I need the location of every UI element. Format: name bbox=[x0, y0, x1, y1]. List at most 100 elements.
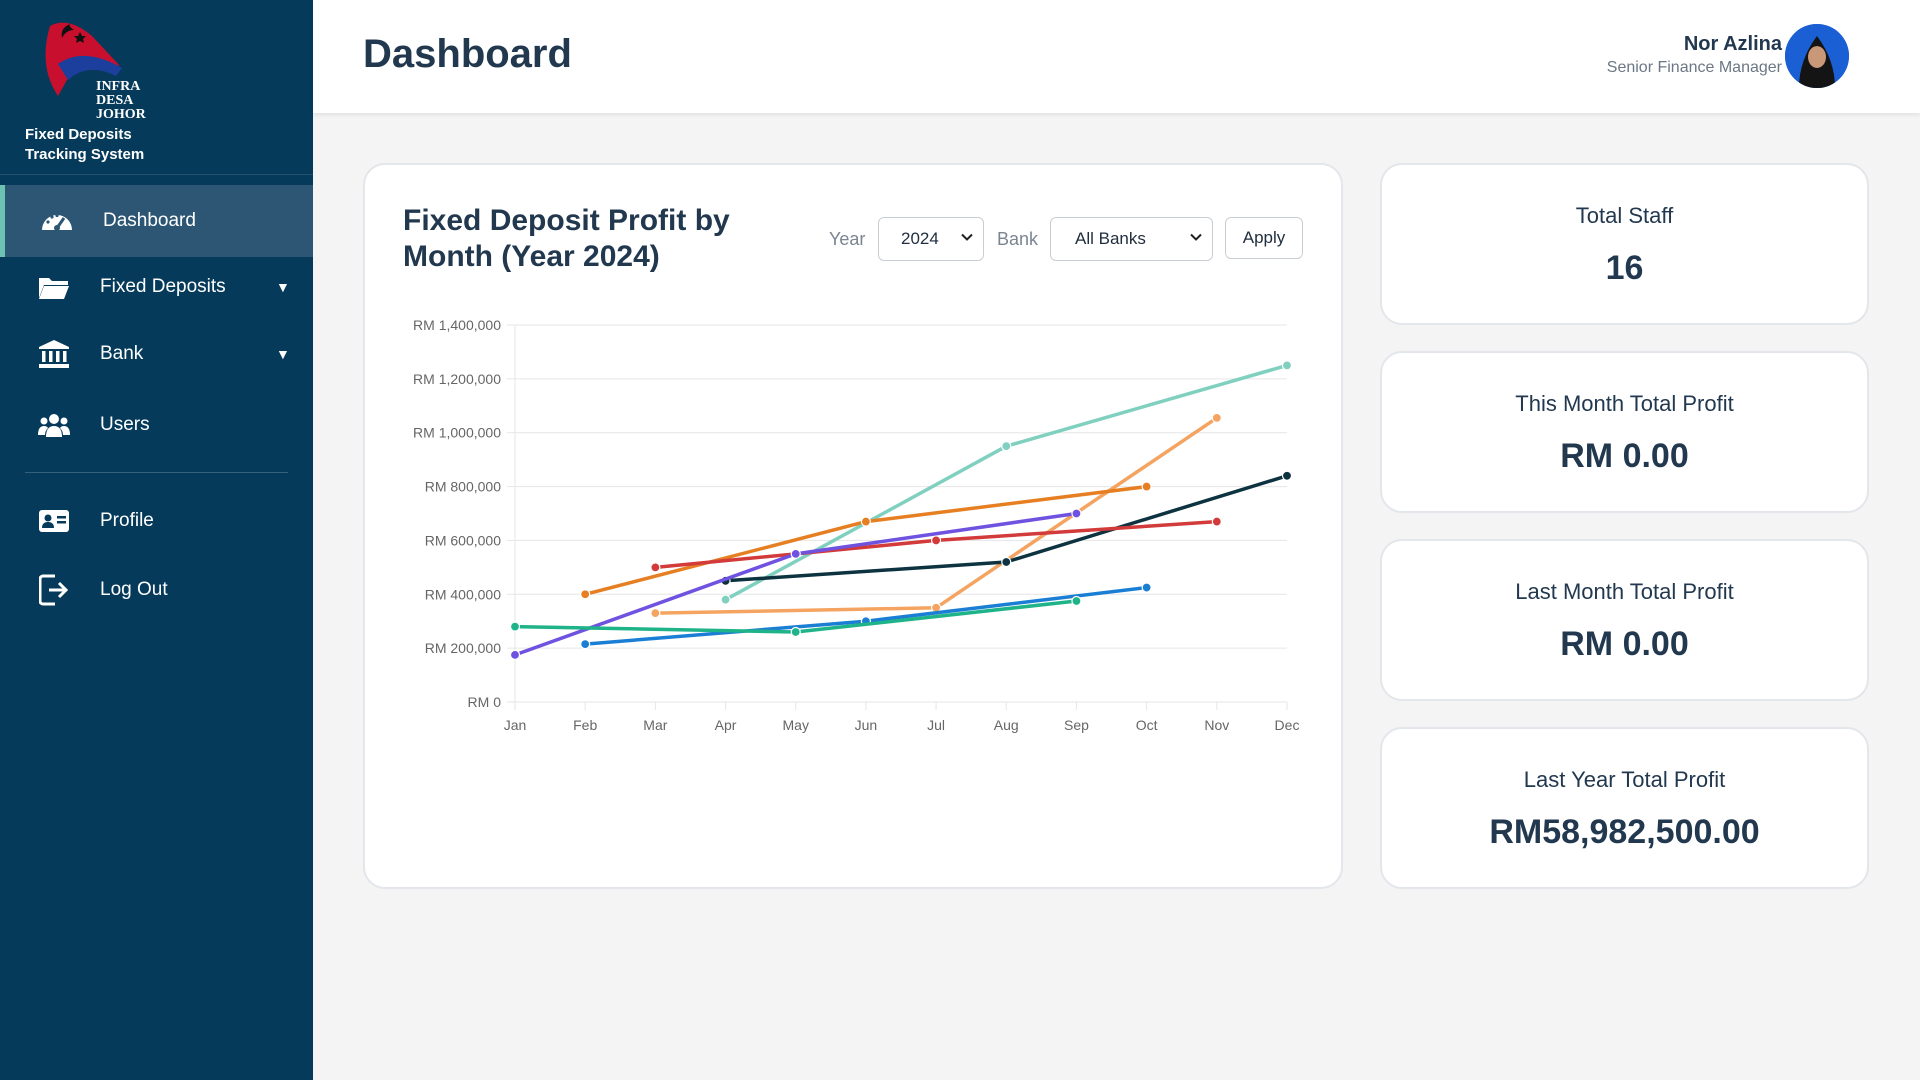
stat-label: Last Month Total Profit bbox=[1515, 579, 1734, 604]
sidebar-item-label: Fixed Deposits bbox=[100, 276, 226, 297]
sidebar-item-label: Profile bbox=[100, 510, 154, 531]
data-point bbox=[790, 626, 801, 638]
stat-card-last-month-profit: Last Month Total Profit RM 0.00 bbox=[1380, 539, 1869, 701]
series-line-2 bbox=[655, 416, 1218, 615]
stat-label: Last Year Total Profit bbox=[1523, 767, 1726, 792]
data-point bbox=[509, 621, 521, 632]
x-tick-label: Aug bbox=[994, 717, 1019, 733]
x-tick-label: Mar bbox=[643, 717, 667, 733]
sidebar-item-label: Users bbox=[100, 414, 150, 435]
profit-chart-card: Fixed Deposit Profit by Month (Year 2024… bbox=[363, 163, 1343, 889]
logo-text-line2: JOHOR bbox=[96, 107, 146, 122]
apply-button[interactable]: Apply bbox=[1225, 217, 1303, 259]
x-tick-label: Nov bbox=[1204, 717, 1229, 733]
sidebar-item-dashboard[interactable]: Dashboard bbox=[0, 185, 313, 257]
chevron-down-icon[interactable]: ▼ bbox=[276, 346, 290, 362]
sidebar-item-users[interactable]: Users bbox=[0, 389, 313, 461]
sidebar-divider bbox=[25, 472, 288, 473]
stat-value: RM 0.00 bbox=[1560, 625, 1689, 663]
y-tick-label: RM 1,000,000 bbox=[413, 425, 501, 441]
data-point bbox=[1001, 441, 1012, 452]
data-point bbox=[930, 535, 942, 546]
speedometer-icon bbox=[40, 206, 74, 236]
data-point bbox=[650, 562, 661, 573]
data-point bbox=[790, 548, 801, 559]
data-point bbox=[580, 589, 591, 600]
sidebar-item-logout[interactable]: Log Out bbox=[0, 554, 313, 626]
x-tick-label: Dec bbox=[1275, 717, 1300, 733]
sidebar-item-fixed-deposits[interactable]: Fixed Deposits ▼ bbox=[0, 251, 313, 323]
logo-text-line1: INFRA DESA bbox=[96, 79, 140, 108]
system-title-line2: Tracking System bbox=[25, 146, 145, 163]
stat-card-total-staff: Total Staff 16 bbox=[1380, 163, 1869, 325]
chart-title: Fixed Deposit Profit by Month (Year 2024… bbox=[403, 204, 730, 273]
y-tick-label: RM 1,200,000 bbox=[413, 371, 501, 387]
system-title-line1: Fixed Deposits bbox=[25, 126, 132, 143]
bank-select[interactable]: All Banks bbox=[1050, 217, 1213, 261]
page-title: Dashboard bbox=[363, 32, 572, 76]
data-point bbox=[860, 516, 872, 527]
stat-card-last-year-profit: Last Year Total Profit RM58,982,500.00 bbox=[1380, 727, 1869, 889]
sidebar: INFRA DESA JOHOR Fixed Deposits Tracking… bbox=[0, 0, 313, 1080]
stat-value: RM 0.00 bbox=[1560, 437, 1689, 475]
chevron-down-icon bbox=[1190, 233, 1202, 241]
x-tick-label: Apr bbox=[715, 717, 737, 733]
data-point bbox=[1071, 508, 1082, 519]
x-tick-label: Jul bbox=[927, 717, 945, 733]
y-tick-label: RM 0 bbox=[468, 694, 502, 710]
users-icon bbox=[37, 410, 71, 440]
stat-label: This Month Total Profit bbox=[1515, 391, 1734, 416]
x-tick-label: Jan bbox=[504, 717, 527, 733]
stat-value: RM58,982,500.00 bbox=[1489, 813, 1760, 851]
bank-select-value: All Banks bbox=[1075, 229, 1146, 248]
data-point bbox=[1071, 595, 1082, 607]
y-tick-label: RM 200,000 bbox=[425, 640, 501, 656]
sidebar-item-label: Log Out bbox=[100, 579, 168, 600]
logout-icon bbox=[37, 574, 71, 606]
x-tick-label: Feb bbox=[573, 717, 597, 733]
y-tick-label: RM 400,000 bbox=[425, 586, 501, 602]
data-point bbox=[1211, 412, 1222, 424]
sidebar-item-profile[interactable]: Profile bbox=[0, 485, 313, 557]
stat-card-this-month-profit: This Month Total Profit RM 0.00 bbox=[1380, 351, 1869, 513]
y-tick-label: RM 800,000 bbox=[425, 479, 501, 495]
bank-icon bbox=[37, 339, 71, 369]
user-role: Senior Finance Manager bbox=[1606, 59, 1782, 76]
data-point bbox=[1001, 556, 1012, 568]
data-point bbox=[650, 608, 661, 619]
profit-line-chart: RM 0 RM 200,000 RM 400,000 RM 600,000 RM 800… bbox=[413, 317, 1300, 733]
year-filter-label: Year bbox=[829, 229, 866, 249]
avatar-photo bbox=[1785, 24, 1849, 88]
user-name: Nor Azlina bbox=[1683, 33, 1782, 55]
x-tick-label: Jun bbox=[855, 717, 878, 733]
year-select-value: 2024 bbox=[901, 229, 939, 248]
data-point bbox=[1211, 516, 1222, 527]
x-tick-label: May bbox=[783, 717, 809, 733]
stat-value: 16 bbox=[1605, 249, 1644, 287]
avatar[interactable] bbox=[1785, 24, 1849, 88]
series-line-7 bbox=[585, 585, 1147, 646]
data-point bbox=[1141, 481, 1152, 492]
data-point bbox=[1141, 582, 1152, 593]
data-point bbox=[580, 639, 591, 650]
top-header: Dashboard Nor Azlina Senior Finance Mana… bbox=[313, 0, 1920, 113]
stat-label: Total Staff bbox=[1575, 203, 1674, 228]
chevron-down-icon[interactable]: ▼ bbox=[276, 279, 290, 295]
chevron-down-icon bbox=[961, 233, 973, 241]
y-tick-label: RM 600,000 bbox=[425, 532, 501, 548]
y-tick-label: RM 1,400,000 bbox=[413, 317, 501, 333]
data-point bbox=[509, 649, 521, 660]
sidebar-divider-top bbox=[0, 174, 313, 175]
sidebar-item-bank[interactable]: Bank ▼ bbox=[0, 318, 313, 390]
x-tick-label: Sep bbox=[1064, 717, 1089, 733]
logo-emblem bbox=[45, 22, 122, 97]
id-card-icon bbox=[37, 506, 71, 536]
folder-icon bbox=[37, 272, 71, 302]
sidebar-item-label: Dashboard bbox=[103, 210, 196, 231]
data-point bbox=[1281, 360, 1293, 371]
data-point bbox=[1281, 470, 1293, 481]
x-tick-label: Oct bbox=[1136, 717, 1158, 733]
year-select[interactable]: 2024 bbox=[878, 217, 984, 261]
data-point bbox=[720, 594, 731, 605]
bank-filter-label: Bank bbox=[997, 229, 1039, 249]
